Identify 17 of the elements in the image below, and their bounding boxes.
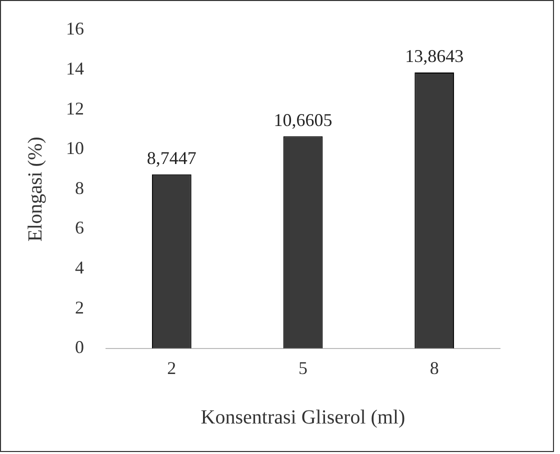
y-tick-label: 14: [66, 58, 84, 79]
x-tick-label: 2: [167, 358, 176, 378]
y-tick-label: 10: [66, 138, 84, 158]
x-tick-label: 5: [298, 358, 308, 378]
y-tick-label: 8: [75, 178, 84, 198]
data-label: 13,8643: [405, 46, 464, 66]
y-axis-title: Elongasi (%): [24, 136, 46, 242]
x-tick-label: 8: [430, 358, 439, 378]
y-tick-label: 0: [75, 337, 84, 358]
y-tick-label: 6: [75, 218, 84, 238]
x-axis-title: Konsentrasi Gliserol (ml): [200, 406, 406, 428]
y-tick-label: 12: [66, 98, 84, 118]
y-tick-label: 16: [66, 18, 84, 39]
y-tick-label: 2: [75, 297, 84, 318]
data-label: 10,6605: [274, 110, 332, 130]
y-tick-label: 4: [75, 258, 84, 278]
data-label: 8,7447: [146, 148, 196, 168]
